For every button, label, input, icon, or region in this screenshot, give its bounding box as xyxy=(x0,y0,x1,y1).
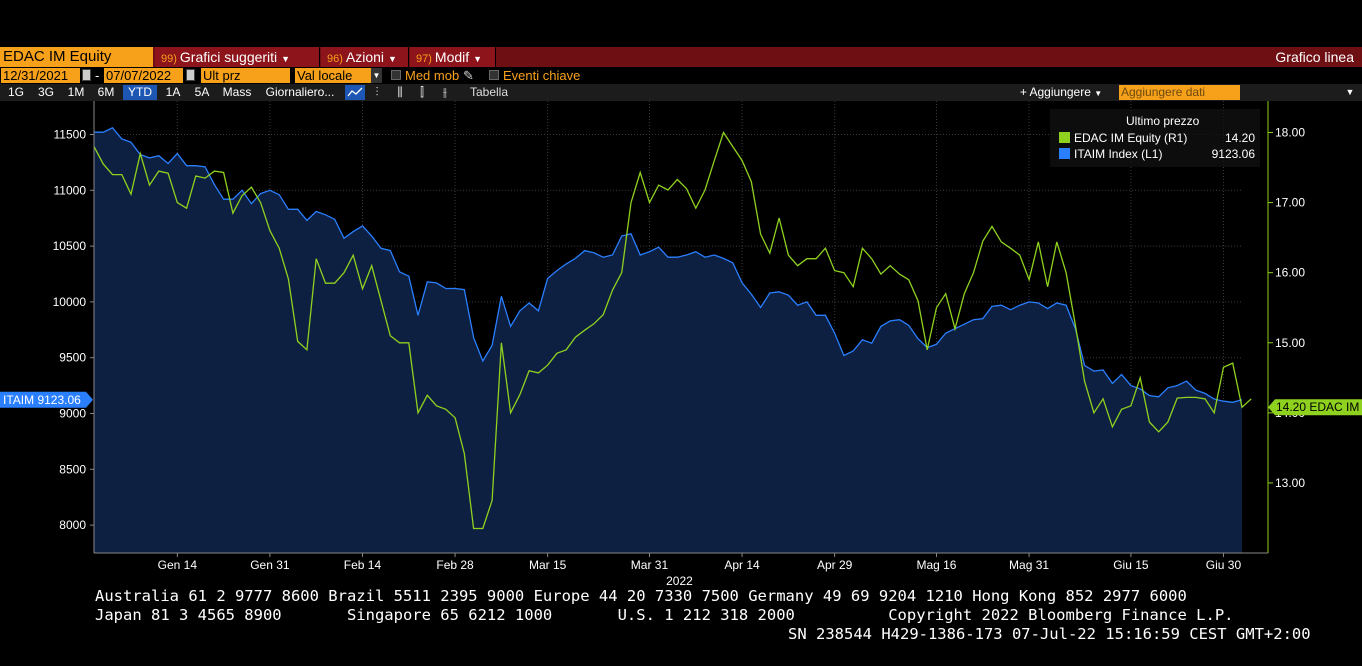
hlc-icon[interactable]: ⫲ xyxy=(443,85,447,99)
left-tick-label: 10000 xyxy=(53,295,87,309)
itaim-last-badge xyxy=(0,391,93,408)
menu-label: Azioni xyxy=(345,49,385,65)
footer-contacts-line1: Australia 61 2 9777 8600 Brazil 5511 239… xyxy=(95,587,1187,605)
pencil-icon[interactable]: ✎ xyxy=(463,68,474,83)
x-tick-label: Gen 31 xyxy=(250,558,290,572)
series-line-edac xyxy=(93,131,1252,530)
right-tick-label: 13.00 xyxy=(1275,476,1305,490)
end-date-input[interactable]: 07/07/2022 xyxy=(104,68,183,83)
date-separator: - xyxy=(95,68,100,83)
right-tick-label: 15.00 xyxy=(1275,336,1305,350)
itaim-last-label: ITAIM 9123.06 xyxy=(3,393,81,407)
add-button[interactable]: + Aggiungere ▼ xyxy=(1015,85,1107,100)
legend-title: Ultimo prezzo xyxy=(1126,114,1200,128)
period-1a-button[interactable]: 1A xyxy=(165,85,181,99)
calendar-icon[interactable] xyxy=(186,69,195,81)
left-tick-label: 11000 xyxy=(54,183,87,197)
x-tick-label: Apr 29 xyxy=(817,558,853,572)
legend-background xyxy=(1050,109,1260,167)
actions-menu[interactable]: 96) Azioni ▼ xyxy=(321,47,409,67)
right-tick-label: 17.00 xyxy=(1275,196,1305,210)
bar-chart-icon[interactable]: ⫿ xyxy=(420,85,424,99)
period-1m-button[interactable]: 1M xyxy=(67,85,85,99)
left-tick-label: 9500 xyxy=(59,351,86,365)
start-date-input[interactable]: 12/31/2021 xyxy=(1,68,80,83)
suggested-charts-menu[interactable]: 99) Grafici suggeriti ▼ xyxy=(155,47,320,67)
menu-number: 99) xyxy=(161,53,177,65)
edac-last-label: 14.20 EDAC IM xyxy=(1276,400,1359,414)
key-events-label: Eventi chiave xyxy=(503,68,581,83)
x-year-label: 2022 xyxy=(666,574,693,586)
x-tick-label: Gen 14 xyxy=(158,558,198,572)
period-ytd-button[interactable]: YTD xyxy=(123,85,157,100)
table-button[interactable]: Tabella xyxy=(469,85,509,99)
candlestick-icon[interactable]: ⫶ xyxy=(375,85,379,99)
left-tick-label: 9000 xyxy=(59,406,86,420)
menu-label: Grafici suggeriti xyxy=(179,49,278,65)
series-line-itaim xyxy=(94,126,1243,403)
left-tick-label: 11500 xyxy=(54,127,87,141)
chevron-down-icon[interactable]: ▼ xyxy=(1345,87,1355,97)
x-tick-label: Mar 31 xyxy=(631,558,669,572)
key-events-checkbox[interactable] xyxy=(489,70,499,80)
period-3g-button[interactable]: 3G xyxy=(37,85,54,99)
menu-number: 97) xyxy=(416,53,432,65)
currency-value: Val locale xyxy=(297,68,353,83)
add-data-input[interactable]: Aggiungere dati xyxy=(1119,85,1240,100)
left-tick-label: 8500 xyxy=(59,462,86,476)
period-max-button[interactable]: Mass xyxy=(222,85,252,99)
chevron-down-icon: ▼ xyxy=(388,54,397,64)
period-5a-button[interactable]: 5A xyxy=(194,85,210,99)
footer-contacts-line2: Japan 81 3 4565 8900 Singapore 65 6212 1… xyxy=(95,606,1234,624)
chevron-down-icon: ▼ xyxy=(1094,89,1103,98)
legend-series-name: EDAC IM Equity (R1) xyxy=(1074,131,1187,145)
x-tick-label: Feb 14 xyxy=(344,558,382,572)
moving-average-label: Med mob xyxy=(405,68,460,83)
footer-timestamp: SN 238544 H429-1386-173 07-Jul-22 15:16:… xyxy=(788,625,1311,643)
frequency-select[interactable]: Giornaliero... xyxy=(265,85,335,99)
right-tick-label: 18.00 xyxy=(1275,126,1305,140)
left-tick-label: 10500 xyxy=(53,239,87,253)
legend-swatch xyxy=(1059,132,1070,143)
moving-average-checkbox[interactable] xyxy=(391,70,401,80)
x-tick-label: Mag 31 xyxy=(1009,558,1049,572)
axes: 11500 11000 10500 10000 9500 9000 8500 8000 18.0… xyxy=(53,101,1305,586)
chart-type-title: Grafico linea xyxy=(1275,49,1354,65)
legend-last-value: 9123.06 xyxy=(1212,147,1256,161)
legend-series-name: ITAIM Index (L1) xyxy=(1074,147,1162,161)
period-1g-button[interactable]: 1G xyxy=(7,85,24,99)
edit-menu[interactable]: 97) Modif ▼ xyxy=(410,47,496,67)
menu-number: 96) xyxy=(327,53,343,65)
calendar-icon[interactable] xyxy=(82,69,91,81)
menu-label: Modif xyxy=(434,49,470,65)
security-field[interactable]: EDAC IM Equity xyxy=(0,47,153,67)
x-tick-label: Giu 30 xyxy=(1206,558,1242,572)
chart-legend: Ultimo prezzo EDAC IM Equity (R1) 14.20 ITA… xyxy=(1050,109,1260,167)
add-label: + Aggiungere xyxy=(1019,85,1091,99)
x-tick-label: Giu 15 xyxy=(1113,558,1149,572)
x-tick-label: Apr 14 xyxy=(724,558,760,572)
chevron-down-icon: ▼ xyxy=(371,68,382,83)
x-tick-label: Mar 15 xyxy=(529,558,567,572)
chevron-down-icon: ▼ xyxy=(473,54,483,64)
edac-last-badge xyxy=(1268,399,1362,416)
currency-select[interactable]: Val locale ▼ xyxy=(295,68,382,83)
x-tick-label: Feb 28 xyxy=(436,558,474,572)
ohlc-icon[interactable]: ⫼ xyxy=(397,85,403,99)
legend-last-value: 14.20 xyxy=(1225,131,1255,145)
price-field-input[interactable]: Ult prz xyxy=(201,68,290,83)
last-price-labels: ITAIM 9123.06 14.20 EDAC IM xyxy=(0,391,1362,416)
x-tick-label: Mag 16 xyxy=(916,558,956,572)
legend-swatch xyxy=(1059,148,1070,159)
line-chart-icon[interactable] xyxy=(345,85,365,100)
price-chart[interactable]: 11500 11000 10500 10000 9500 9000 8500 8000 18.0… xyxy=(0,101,1362,586)
left-tick-label: 8000 xyxy=(59,518,86,532)
period-6m-button[interactable]: 6M xyxy=(97,85,115,99)
chevron-down-icon: ▼ xyxy=(281,54,291,64)
right-tick-label: 16.00 xyxy=(1275,266,1305,280)
line-chart-glyph xyxy=(347,87,363,97)
period-toolbar xyxy=(0,84,1362,101)
itaim-area-fill xyxy=(94,127,1242,554)
